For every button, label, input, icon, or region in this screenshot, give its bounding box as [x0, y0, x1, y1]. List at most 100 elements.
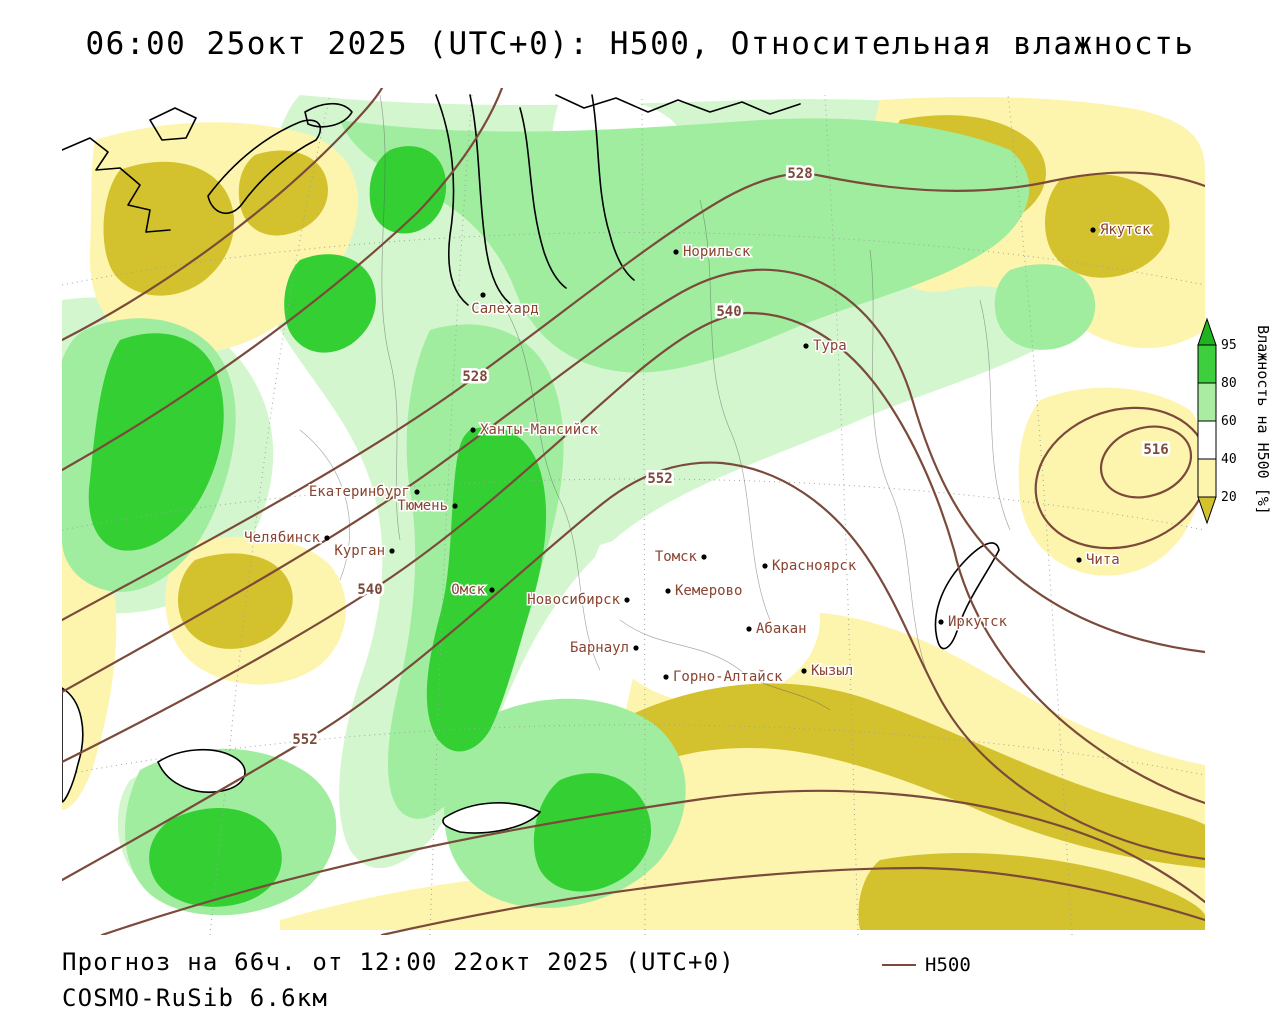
humidity-region-strong-green — [88, 333, 224, 551]
humidity-region-strong-green — [149, 808, 282, 907]
page-title: 06:00 25окт 2025 (UTC+0): H500, Относите… — [85, 26, 1195, 62]
city-marker: Чита — [1076, 551, 1121, 570]
graticule-layer — [62, 94, 1205, 935]
contour-label-528: 528 — [787, 166, 812, 182]
city-label: Ханты-Мансийск — [480, 422, 599, 438]
h500-contour-south-1 — [100, 789, 1205, 935]
colorbar-tick: 20 — [1221, 490, 1237, 505]
city-marker: Екатеринбург — [307, 483, 420, 502]
city-dot — [480, 292, 486, 298]
city-marker: Кемерово — [665, 582, 744, 601]
colorbar-segments — [1197, 344, 1217, 498]
h500-contour-536 — [62, 268, 1205, 694]
colorbar-axis-label: Влажность на H500 [%] — [1254, 325, 1272, 515]
city-marker: Томск — [653, 548, 707, 567]
h500-closed-low-516 — [1099, 425, 1193, 499]
city-label: Красноярск — [772, 558, 857, 574]
admin-boundary — [299, 429, 350, 581]
city-marker: Тюмень — [396, 497, 458, 516]
city-layer: Норильск Якутск Салехард Тура Ханты-Мансийск… — [243, 221, 1153, 687]
colorbar-segment — [1197, 344, 1217, 384]
city-label: Норильск — [683, 244, 751, 260]
admin-boundary — [699, 199, 771, 621]
city-dot — [1076, 557, 1082, 563]
city-marker: Кызыл — [801, 662, 855, 681]
city-dot — [489, 587, 495, 593]
h500-legend: H500 — [882, 954, 971, 976]
city-marker: Челябинск — [243, 529, 330, 548]
colorbar-tick: 60 — [1221, 414, 1237, 429]
contour-label-528: 528 — [462, 369, 487, 385]
island-coastline — [149, 107, 197, 141]
city-marker: Красноярск — [762, 557, 858, 576]
coastline-layer — [62, 94, 1000, 834]
city-dot — [746, 626, 752, 632]
city-dot — [470, 427, 476, 433]
city-label: Чита — [1086, 552, 1120, 568]
city-marker: Якутск — [1090, 221, 1153, 240]
admin-boundary — [979, 299, 1011, 531]
city-dot — [663, 674, 669, 680]
humidity-region-strong-green — [426, 426, 547, 752]
contour-label-552: 552 — [647, 471, 672, 487]
city-dot — [389, 548, 395, 554]
colorbar-tick: 80 — [1221, 376, 1237, 391]
humidity-region-strong-green — [284, 254, 376, 353]
lake-zaysan — [442, 802, 542, 834]
city-dot — [665, 588, 671, 594]
forecast-text: Прогноз на 66ч. от 12:00 22окт 2025 (UTC… — [62, 948, 735, 976]
meridian-line — [1007, 94, 1073, 935]
city-label: Омск — [451, 582, 485, 598]
city-marker: Новосибирск — [526, 591, 630, 610]
humidity-region-olive — [620, 683, 1205, 868]
humidity-region-olive — [1045, 174, 1170, 278]
city-dot — [414, 489, 420, 495]
meridian-line — [824, 94, 859, 935]
h500-contour-layer: 528 528 540 540 552 552 516 — [62, 88, 1205, 935]
colorbar-segment — [1197, 382, 1217, 422]
city-marker: Салехард — [470, 292, 540, 319]
humidity-region-pale-yellow — [1018, 387, 1202, 576]
h500-contour-520 — [62, 88, 384, 342]
model-text: COSMO-RuSib 6.6км — [62, 984, 329, 1012]
humidity-region-strong-green — [533, 773, 652, 892]
lake-baikal — [934, 542, 1000, 650]
colorbar-tick: 95 — [1221, 338, 1237, 353]
city-label: Якутск — [1100, 222, 1151, 238]
city-label: Екатеринбург — [309, 484, 410, 500]
city-label: Салехард — [471, 301, 538, 317]
city-label: Кызыл — [811, 663, 853, 679]
contour-label-layer: 528 528 540 540 552 552 516 — [290, 164, 1171, 751]
city-marker: Омск — [450, 581, 495, 600]
contour-label-516: 516 — [1143, 442, 1168, 458]
humidity-region-olive — [858, 852, 1205, 930]
city-dot — [624, 597, 630, 603]
city-label: Тюмень — [397, 498, 448, 514]
city-marker: Норильск — [673, 243, 753, 262]
humidity-region-white — [591, 531, 820, 703]
ob-gulf-coastline — [435, 94, 513, 306]
novaya-zemlya-coastline — [207, 119, 322, 215]
admin-boundary — [379, 94, 401, 541]
h500-contour-528 — [62, 171, 1205, 622]
h500-legend-label: H500 — [925, 954, 971, 976]
humidity-region-light-green — [994, 264, 1096, 350]
colorbar-tick-labels: 95 80 60 40 20 — [1221, 338, 1237, 505]
arctic-coastline — [555, 94, 801, 115]
coastline — [62, 137, 171, 233]
h500-closed-low-outer — [1034, 406, 1205, 550]
city-dot — [803, 343, 809, 349]
city-marker: Абакан — [746, 620, 808, 639]
city-label: Тура — [813, 338, 847, 354]
colorbar: 95 80 60 40 20 Влажность на H500 [%] — [1197, 317, 1272, 525]
meridian-line — [429, 94, 473, 935]
city-label: Абакан — [756, 621, 807, 637]
city-dot — [1090, 227, 1096, 233]
colorbar-tick: 40 — [1221, 452, 1237, 467]
city-label: Курган — [334, 543, 385, 559]
left-edge-sea — [62, 687, 84, 803]
city-dot — [801, 668, 807, 674]
colorbar-segment — [1197, 420, 1217, 460]
city-marker: Барнаул — [568, 639, 639, 658]
